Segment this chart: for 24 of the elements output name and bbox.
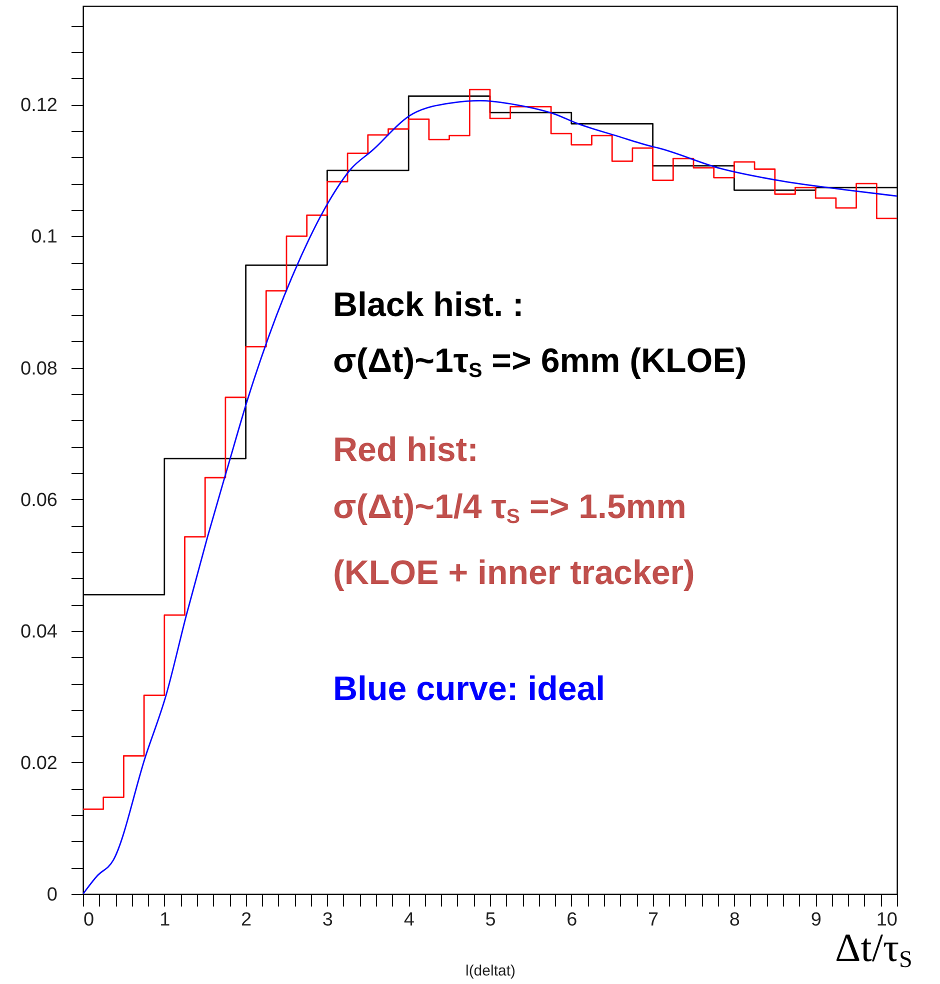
annotation: σ(Δt)~1τ$_{S}$ => 6mm (KLOE) — [333, 342, 747, 382]
y-tick-label: 0.08 — [20, 358, 58, 380]
x-axis-title: l(deltat) — [465, 962, 516, 980]
y-tick-label: 0.1 — [31, 226, 58, 248]
y-tick-label: 0.06 — [20, 490, 58, 511]
annotation: Black hist. : — [333, 286, 524, 324]
x-tick-label: 6 — [566, 910, 578, 930]
y-tick-label: 0.04 — [20, 621, 58, 642]
annotation: (KLOE + inner tracker) — [333, 554, 695, 592]
x-tick-label: 2 — [241, 910, 252, 930]
x-tick-label: 0 — [84, 910, 94, 930]
x-tick-label: 7 — [648, 910, 659, 930]
y-tick-label: 0 — [46, 884, 58, 906]
annotation: Red hist: — [333, 431, 478, 469]
x-tick-label: 3 — [322, 910, 333, 930]
x-tick-label: 5 — [485, 910, 496, 930]
annotation: Blue curve: ideal — [333, 670, 606, 708]
x-tick-label: 8 — [729, 910, 740, 930]
x-tick-label: 9 — [810, 910, 822, 930]
annotation: σ(Δt)~1/4 τ$_{S}$ => 1.5mm — [333, 488, 686, 528]
x-tick-label: 4 — [404, 910, 415, 930]
y-tick-label: 0.12 — [20, 95, 58, 116]
y-tick-label: 0.02 — [20, 752, 58, 774]
x-tick-label: 1 — [160, 910, 170, 930]
